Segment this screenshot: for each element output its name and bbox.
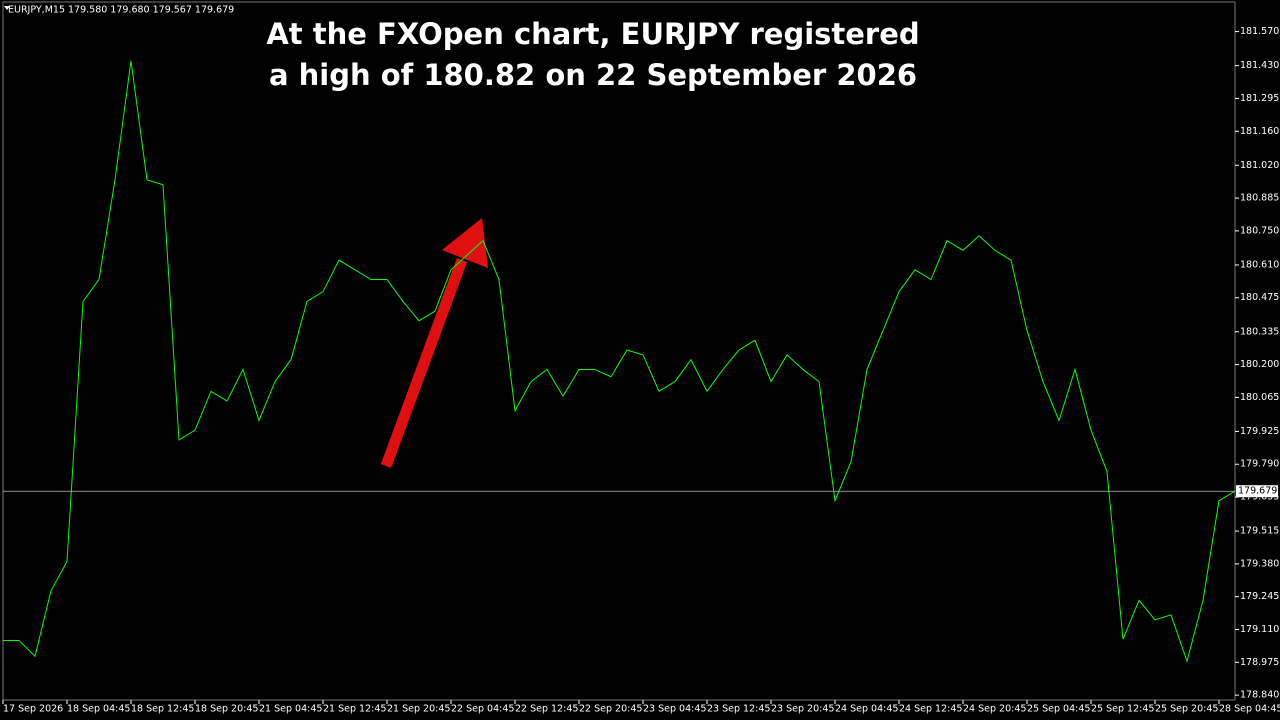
y-tick-label: 180.610 (1240, 259, 1279, 270)
x-tick-label: 21 Sep 04:45 (259, 704, 322, 715)
x-tick-label: 22 Sep 20:45 (579, 704, 642, 715)
x-tick-label: 17 Sep 2026 (3, 704, 63, 715)
arrow-shaft (380, 258, 468, 468)
x-tick-label: 22 Sep 12:45 (515, 704, 578, 715)
y-tick-label: 181.430 (1240, 60, 1279, 71)
x-tick-label: 25 Sep 12:45 (1091, 704, 1154, 715)
x-tick-label: 18 Sep 20:45 (195, 704, 258, 715)
x-tick-label: 23 Sep 04:45 (643, 704, 706, 715)
y-tick-label: 179.110 (1240, 624, 1279, 635)
arrow-head (442, 218, 488, 268)
last-price-box (1236, 485, 1278, 498)
y-tick-label: 179.380 (1240, 558, 1279, 569)
y-tick-label: 179.925 (1240, 426, 1279, 437)
header-icon (4, 6, 10, 10)
arrow (380, 218, 488, 468)
y-tick-label: 179.515 (1240, 526, 1279, 537)
plot-frame (2, 1, 1236, 701)
x-tick-label: 24 Sep 04:45 (835, 704, 898, 715)
x-tick-label: 24 Sep 12:45 (899, 704, 962, 715)
last-price-label: 179.679 (1238, 486, 1277, 497)
y-tick-label: 180.750 (1240, 225, 1279, 236)
price-line (3, 60, 1236, 663)
x-tick-label: 24 Sep 20:45 (963, 704, 1026, 715)
y-tick-label: 181.020 (1240, 160, 1279, 171)
y-tick-label: 179.245 (1240, 591, 1279, 602)
y-tick-label: 179.790 (1240, 459, 1279, 470)
y-tick-label: 180.475 (1240, 292, 1279, 303)
x-tick-label: 23 Sep 20:45 (771, 704, 834, 715)
y-tick-label: 178.840 (1240, 690, 1279, 701)
x-tick-label: 21 Sep 12:45 (323, 704, 386, 715)
annotation-line: a high of 180.82 on 22 September 2026 (269, 58, 917, 92)
y-tick-label: 181.160 (1240, 126, 1279, 137)
x-tick-label: 18 Sep 12:45 (131, 704, 194, 715)
x-tick-label: 22 Sep 04:45 (451, 704, 514, 715)
x-tick-label: 18 Sep 04:45 (67, 704, 130, 715)
y-tick-label: 181.570 (1240, 26, 1279, 37)
y-tick-label: 180.200 (1240, 359, 1279, 370)
y-tick-label: 180.885 (1240, 193, 1279, 204)
y-tick-label: 181.295 (1240, 93, 1279, 104)
x-tick-label: 21 Sep 20:45 (387, 704, 450, 715)
x-tick-label: 25 Sep 04:45 (1027, 704, 1090, 715)
x-tick-label: 23 Sep 12:45 (707, 704, 770, 715)
chart-header: EURJPY,M15 179.580 179.680 179.567 179.6… (8, 5, 234, 16)
y-tick-label: 178.975 (1240, 657, 1279, 668)
annotation-line: At the FXOpen chart, EURJPY registered (266, 17, 919, 51)
x-tick-label: 28 Sep 04:45 (1219, 704, 1280, 715)
x-tick-label: 25 Sep 20:45 (1155, 704, 1218, 715)
y-tick-label: 180.065 (1240, 392, 1279, 403)
y-tick-label: 180.335 (1240, 326, 1279, 337)
